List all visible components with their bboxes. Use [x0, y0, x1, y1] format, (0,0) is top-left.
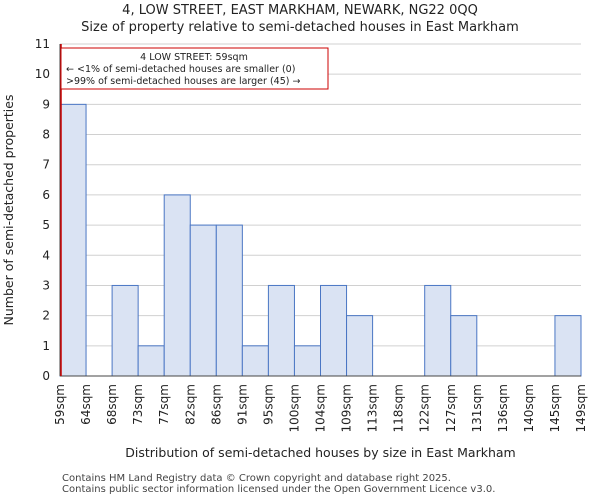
bar: [137, 345, 165, 377]
x-tick-label: 149sqm: [574, 384, 588, 432]
y-tick-label: 4: [42, 248, 50, 262]
y-tick-label: 0: [42, 369, 50, 383]
x-tick-label: 64sqm: [79, 384, 93, 425]
x-tick-label: 131sqm: [470, 384, 484, 432]
y-tick-label: 7: [42, 158, 50, 172]
chart-title: 4, LOW STREET, EAST MARKHAM, NEWARK, NG2…: [122, 3, 478, 18]
bar: [189, 224, 217, 377]
x-tick-label: 77sqm: [157, 384, 171, 425]
copyright-footer: Contains HM Land Registry data © Crown c…: [62, 473, 451, 484]
annotation-smaller: ← <1% of semi-detached houses are smalle…: [66, 64, 295, 75]
x-tick-label: 145sqm: [548, 384, 562, 432]
bar: [424, 284, 452, 377]
x-tick-label: 59sqm: [53, 384, 67, 425]
y-tick-label: 8: [42, 128, 50, 142]
annotation-title: 4 LOW STREET: 59sqm: [140, 52, 248, 63]
y-axis-label: Number of semi-detached properties: [1, 95, 16, 326]
y-tick-label: 10: [35, 67, 50, 81]
x-tick-label: 104sqm: [314, 384, 328, 432]
bar: [215, 224, 243, 377]
x-tick-label: 73sqm: [131, 384, 145, 425]
y-tick-label: 11: [35, 37, 50, 51]
x-axis-label: Distribution of semi-detached houses by …: [125, 445, 515, 460]
x-tick-label: 82sqm: [183, 384, 197, 425]
bar: [111, 284, 139, 377]
bar: [59, 103, 87, 377]
x-tick-label: 136sqm: [496, 384, 510, 432]
x-tick-label: 68sqm: [105, 384, 119, 425]
bar: [163, 194, 191, 377]
y-tick-label: 9: [42, 97, 50, 111]
bar: [267, 284, 295, 377]
bar: [320, 284, 348, 377]
x-tick-label: 109sqm: [340, 384, 354, 432]
bar: [293, 345, 322, 377]
y-tick-label: 1: [42, 339, 50, 353]
x-tick-label: 122sqm: [418, 384, 432, 432]
bar: [450, 315, 478, 377]
annotation-box: [60, 47, 329, 90]
x-tick-label: 95sqm: [261, 384, 275, 425]
x-tick-label: 127sqm: [444, 384, 458, 432]
annotation-larger: >99% of semi-detached houses are larger …: [66, 76, 300, 87]
x-tick-label: 100sqm: [287, 384, 301, 432]
bar: [241, 345, 269, 377]
x-tick-label: 91sqm: [235, 384, 249, 425]
y-tick-label: 5: [42, 218, 50, 232]
licence-footer: Contains public sector information licen…: [62, 484, 496, 495]
chart-subtitle: Size of property relative to semi-detach…: [81, 20, 519, 35]
bar: [346, 315, 374, 377]
x-tick-label: 113sqm: [366, 384, 380, 432]
x-tick-label: 86sqm: [209, 384, 223, 425]
y-tick-label: 3: [42, 278, 50, 292]
y-tick-label: 6: [42, 188, 50, 202]
bar: [554, 315, 582, 377]
x-tick-label: 118sqm: [392, 384, 406, 432]
x-tick-label: 140sqm: [522, 384, 536, 432]
y-tick-label: 2: [42, 309, 50, 323]
